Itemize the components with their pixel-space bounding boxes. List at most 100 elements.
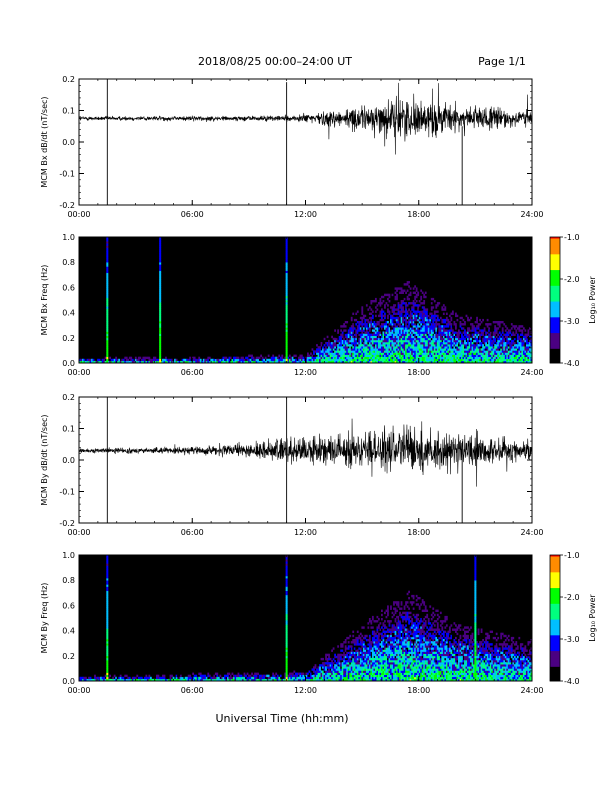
spectrogram-cell	[436, 358, 439, 362]
spectrogram-cell	[118, 360, 121, 364]
spectrogram-cell	[421, 335, 424, 339]
spectrogram-cell	[438, 354, 441, 357]
spectrogram-cell	[385, 333, 388, 336]
spectrogram-cell	[451, 331, 454, 334]
spectrogram-cell	[524, 329, 527, 332]
spectrogram-cell	[231, 678, 234, 682]
spectrogram-cell	[387, 651, 389, 654]
spectrogram-cell	[140, 676, 143, 680]
spectrogram-cell	[409, 337, 412, 341]
spectrogram-cell	[365, 354, 368, 357]
spectrogram-cell	[371, 325, 374, 328]
spectrogram-cell	[177, 360, 179, 364]
spectrogram-cell	[412, 339, 415, 343]
spectrogram-cell	[489, 329, 492, 332]
spectrogram-cell	[396, 287, 398, 290]
spectrogram-cell	[405, 316, 407, 320]
spectrogram-cell	[418, 321, 421, 324]
spectrogram-cell	[417, 291, 420, 294]
spectrogram-cell	[394, 337, 397, 341]
spectrogram-cell	[408, 297, 410, 301]
spectrogram-cell	[483, 352, 486, 355]
spectrogram-cell	[355, 655, 358, 659]
spectrogram-cell	[462, 339, 465, 343]
spectrogram-cell	[382, 664, 385, 667]
spectrogram-cell	[152, 360, 155, 364]
spectrogram-cell	[396, 360, 398, 364]
spectrogram-cell	[349, 354, 352, 357]
spectrogram-cell	[403, 352, 406, 355]
spectrogram-cell	[482, 352, 484, 355]
y-tick-label: 0.6	[62, 283, 75, 292]
spectrogram-cell	[322, 354, 324, 357]
spectrogram-cell	[350, 645, 353, 648]
spectrogram-cell	[374, 327, 377, 330]
spectrogram-cell	[379, 346, 382, 349]
spectrogram-cell	[377, 655, 380, 659]
spectrogram-cell	[343, 344, 346, 347]
spectrogram-cell	[370, 302, 373, 305]
spectrogram-cell	[128, 360, 131, 364]
spectrogram-cell	[343, 354, 346, 357]
spectrogram-cell	[432, 339, 435, 343]
spectrogram-cell	[468, 346, 471, 349]
spectrogram-cell	[435, 358, 438, 362]
spectrogram-cell	[414, 285, 417, 288]
spectrogram-cell	[379, 657, 382, 661]
spectrogram-cell	[344, 331, 347, 334]
spectrogram-cell	[371, 344, 374, 347]
spectrogram-cell	[381, 634, 383, 638]
spectrogram-cell	[337, 657, 340, 661]
spectrogram-cell	[418, 337, 421, 341]
spectrogram-cell	[319, 668, 321, 671]
spectrogram-cell	[278, 354, 281, 357]
spectrogram-cell	[456, 342, 459, 345]
spectrogram-cell	[154, 356, 157, 360]
spectrogram-cell	[112, 678, 115, 682]
spectrogram-cell	[442, 337, 445, 341]
spectrogram-cell	[387, 360, 389, 364]
spectrogram-cell	[427, 358, 430, 362]
spectrogram-cell	[322, 678, 324, 682]
spectrogram-cell	[530, 354, 533, 357]
spectrogram-cell	[145, 356, 148, 360]
spectrogram-cell	[242, 676, 244, 680]
spectrogram-cell	[184, 678, 187, 682]
event-line-cell	[285, 283, 288, 286]
spectrogram-cell	[495, 335, 498, 339]
spectrogram-cell	[516, 342, 519, 345]
spectrogram-cell	[325, 670, 327, 673]
spectrogram-cell	[382, 636, 385, 640]
spectrogram-cell	[368, 660, 371, 663]
spectrogram-cell	[157, 360, 160, 364]
spectrogram-cell	[329, 356, 332, 360]
spectrogram-cell	[524, 348, 527, 351]
spectrogram-cell	[453, 346, 456, 349]
spectrogram-cell	[458, 335, 460, 339]
spectrogram-cell	[356, 329, 359, 332]
spectrogram-cell	[489, 331, 492, 334]
spectrogram-cell	[494, 339, 497, 343]
spectrogram-cell	[385, 657, 388, 661]
spectrogram-cell	[403, 360, 406, 364]
spectrogram-cell	[80, 678, 83, 682]
spectrogram-cell	[368, 354, 371, 357]
spectrogram-cell	[397, 358, 400, 362]
spectrogram-cell	[424, 323, 427, 326]
event-line-cell	[159, 276, 162, 280]
spectrogram-cell	[140, 360, 143, 364]
spectrogram-cell	[429, 335, 432, 339]
spectrogram-cell	[356, 643, 359, 646]
colorbar-swatch	[550, 336, 560, 339]
event-line-cell	[159, 316, 162, 320]
spectrogram-cell	[420, 344, 423, 347]
spectrogram-cell	[384, 657, 386, 661]
spectrogram-cell	[151, 360, 154, 364]
spectrogram-cell	[95, 678, 98, 682]
spectrogram-cell	[371, 670, 374, 673]
spectrogram-cell	[364, 335, 367, 339]
spectrogram-cell	[368, 344, 371, 347]
spectrogram-cell	[230, 678, 232, 682]
spectrogram-cell	[254, 358, 256, 362]
spectrogram-cell	[222, 678, 225, 682]
